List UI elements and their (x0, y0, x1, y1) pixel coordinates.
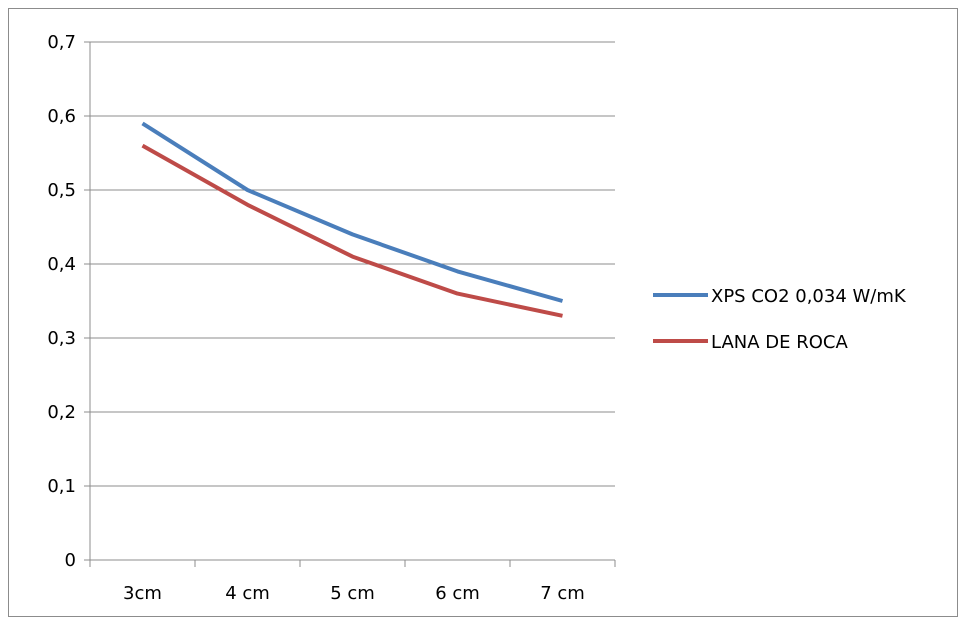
x-tick-labels: 3cm 4 cm 5 cm 6 cm 7 cm (123, 583, 585, 604)
legend-label: LANA DE ROCA (711, 332, 848, 353)
y-tick-label: 0,4 (47, 254, 76, 275)
y-tick-label: 0 (65, 550, 76, 571)
x-tick-label: 5 cm (330, 583, 375, 604)
axes (84, 41, 616, 567)
x-tick-label: 3cm (123, 583, 162, 604)
y-tick-label: 0,1 (47, 476, 76, 497)
legend-label: XPS CO2 0,034 W/mK (711, 286, 907, 307)
y-tick-labels: 0 0,1 0,2 0,3 0,4 0,5 0,6 0,7 (47, 32, 76, 571)
chart-frame: 0 0,1 0,2 0,3 0,4 0,5 0,6 0,7 3cm 4 cm 5 cm 6 cm 7 … (8, 8, 958, 617)
line-chart: 0 0,1 0,2 0,3 0,4 0,5 0,6 0,7 3cm 4 cm 5 cm 6 cm 7 … (47, 32, 907, 604)
y-tick-label: 0,3 (47, 328, 76, 349)
series-line-2 (141, 143, 563, 318)
gridlines (90, 41, 615, 487)
y-tick-label: 0,6 (47, 106, 76, 127)
x-tick-label: 4 cm (225, 583, 270, 604)
x-tick-label: 6 cm (435, 583, 480, 604)
y-tick-label: 0,7 (47, 32, 76, 53)
legend-item: LANA DE ROCA (653, 332, 848, 353)
y-tick-label: 0,2 (47, 402, 76, 423)
y-tick-label: 0,5 (47, 180, 76, 201)
legend: XPS CO2 0,034 W/mK LANA DE ROCA (653, 286, 907, 353)
series-line-1 (141, 121, 564, 303)
series-lines (141, 121, 564, 318)
x-tick-label: 7 cm (540, 583, 585, 604)
legend-item: XPS CO2 0,034 W/mK (653, 286, 907, 307)
